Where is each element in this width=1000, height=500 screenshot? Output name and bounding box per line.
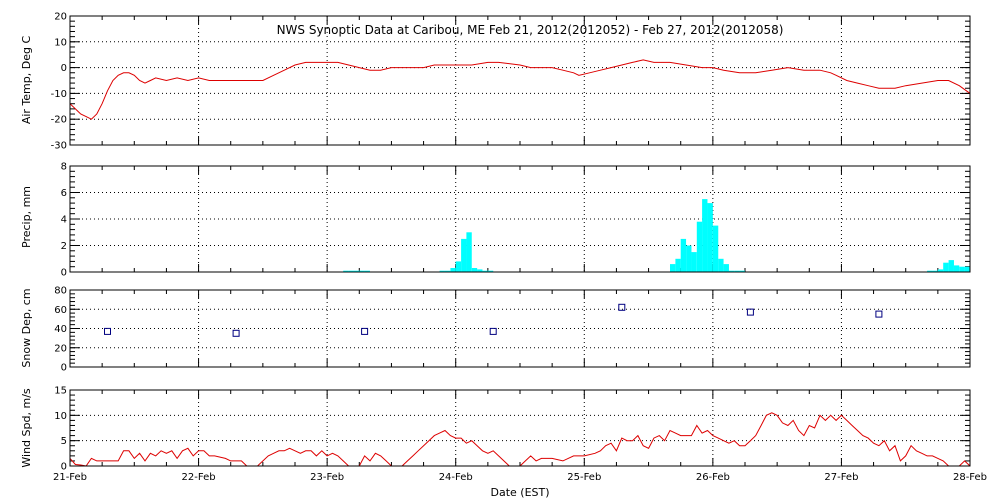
snow-depth-y-tick-label: 20: [54, 343, 67, 354]
air-temp-frame: [69, 15, 971, 146]
precip-bar: [461, 238, 467, 272]
x-tick-labels: 21-Feb 22-Feb 23-Feb 24-Feb 25-Feb 26-Feb 27-F…: [53, 472, 987, 483]
precip-bar: [964, 266, 970, 272]
snow-depth-marker: [489, 327, 497, 335]
x-tick-label: 24-Feb: [439, 472, 473, 483]
air-temp-y-tick-label: -20: [51, 115, 67, 126]
wind-speed-y-tick-label: 0: [61, 462, 67, 473]
precip-bar: [675, 258, 681, 272]
precip-bar: [723, 264, 729, 272]
precip-y-tick-label: 6: [61, 188, 67, 199]
snow-depth-frame: [69, 289, 971, 368]
precip-bar: [953, 265, 960, 272]
snow-depth-data: [104, 303, 883, 337]
air-temp-y-tick-label: 20: [54, 12, 67, 23]
precip-bar: [348, 270, 354, 272]
wind-speed-panel: Wind Spd, m/s 15 10 5 0: [20, 386, 971, 473]
precip-y-tick-label: 4: [61, 215, 67, 226]
x-tick-label: 25-Feb: [567, 472, 601, 483]
x-axis-title: Date (EST): [490, 486, 549, 499]
precip-y-tick-label: 0: [61, 268, 67, 279]
precip-bar: [728, 270, 735, 272]
precip-bar: [343, 270, 349, 272]
x-tick-label: 21-Feb: [53, 472, 87, 483]
precip-bar: [455, 261, 462, 272]
precip-y-tick-label: 8: [61, 162, 67, 173]
snow-depth-panel: Snow Dep, cm 80 60 40 20 0: [20, 286, 971, 374]
wind-speed-y-tick-label: 5: [61, 436, 67, 447]
air-temp-y-tick-label: -10: [51, 89, 67, 100]
snow-depth-marker: [618, 303, 626, 311]
precip-bar: [691, 252, 697, 272]
snow-depth-axis-title: Snow Dep, cm: [20, 288, 33, 367]
precip-bar: [477, 269, 483, 272]
air-temp-y-tick-label: 0: [61, 63, 67, 74]
precip-axis-title: Precip, mm: [20, 186, 33, 248]
snow-depth-marker: [746, 308, 754, 316]
precip-bar: [364, 270, 370, 272]
snow-depth-marker: [875, 310, 883, 318]
precip-frame: [69, 165, 971, 273]
snow-depth-y-tick-label: 40: [54, 324, 67, 335]
x-tick-label: 28-Feb: [953, 472, 987, 483]
precip-data: [343, 199, 970, 272]
precip-bar: [445, 270, 451, 272]
precip-bar: [686, 245, 692, 272]
precip-bar: [707, 203, 713, 272]
precip-bar: [439, 270, 445, 272]
precip-bar: [680, 238, 687, 272]
x-tick-label: 27-Feb: [824, 472, 858, 483]
precip-bar: [670, 264, 676, 272]
precip-bar: [734, 270, 740, 272]
snow-depth-marker: [361, 327, 369, 335]
air-temp-data: [70, 59, 970, 120]
snow-depth-y-tick-label: 0: [61, 363, 67, 374]
x-tick-label: 23-Feb: [310, 472, 344, 483]
wind-speed-frame: [69, 389, 971, 467]
precip-bar: [739, 270, 745, 272]
x-tick-label: 26-Feb: [696, 472, 730, 483]
snow-depth-y-tick-label: 60: [54, 305, 67, 316]
air-temp-axis-title: Air Temp, Deg C: [20, 36, 33, 125]
precip-bar: [353, 270, 360, 272]
precip-y-tick-label: 2: [61, 241, 67, 252]
precip-bar: [466, 232, 472, 272]
wind-speed-y-tick-label: 15: [54, 386, 67, 397]
precip-bar: [471, 268, 478, 272]
wind-speed-series-line: [70, 412, 970, 466]
wind-speed-axis-title: Wind Spd, m/s: [20, 388, 33, 468]
precip-bar: [482, 270, 488, 272]
precip-bar: [718, 258, 724, 272]
wind-speed-y-tick-label: 10: [54, 411, 67, 422]
precip-bar: [959, 266, 965, 272]
wind-speed-data: [70, 412, 970, 466]
air-temp-y-tick-label: -30: [51, 141, 67, 152]
precip-bar: [937, 269, 944, 272]
precip-bar: [712, 225, 719, 272]
precip-bar: [927, 270, 933, 272]
precip-bar: [932, 270, 938, 272]
air-temp-y-tick-label: 10: [54, 37, 67, 48]
precip-bar: [702, 199, 708, 272]
precip-bar: [487, 270, 494, 272]
snow-depth-marker: [104, 327, 111, 335]
precip-bar: [943, 262, 949, 272]
air-temp-series-line: [70, 59, 970, 120]
snow-depth-y-tick-label: 80: [54, 286, 67, 297]
precip-bar: [450, 268, 456, 272]
x-tick-label: 22-Feb: [182, 472, 216, 483]
chart-title: NWS Synoptic Data at Caribou, ME Feb 21,…: [277, 23, 784, 37]
precip-panel: Precip, mm 8 6 4 2 0: [20, 162, 971, 279]
air-temp-panel: Air Temp, Deg C 20 10 0 -10 -20 -30: [20, 12, 971, 152]
precip-bar: [948, 260, 954, 272]
snow-depth-marker: [232, 329, 240, 337]
precip-bar: [696, 221, 703, 272]
precip-bar: [359, 270, 365, 272]
